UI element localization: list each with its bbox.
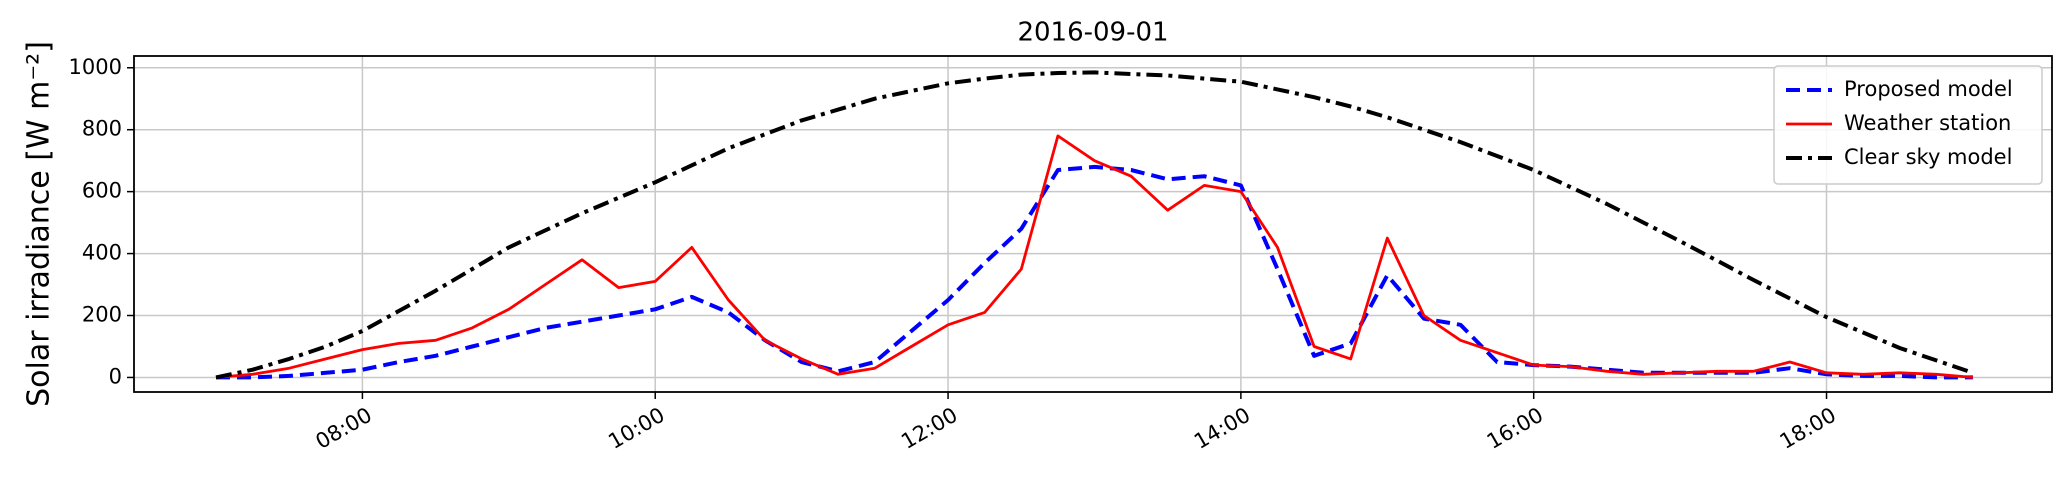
x-tick-label: 16:00 bbox=[1483, 403, 1547, 454]
legend-box bbox=[1773, 65, 2043, 185]
y-tick-label: 0 bbox=[109, 364, 122, 388]
series-line bbox=[216, 164, 1973, 380]
y-tick-label: 600 bbox=[82, 179, 122, 203]
y-tick-label: 400 bbox=[82, 241, 122, 265]
chart-title: 2016-09-01 bbox=[1017, 18, 1168, 48]
series-line bbox=[215, 70, 1974, 380]
x-tick-label: 08:00 bbox=[311, 403, 375, 454]
legend-label: Weather station bbox=[1844, 111, 2011, 135]
plot-frame bbox=[133, 55, 2053, 393]
legend-label: Proposed model bbox=[1844, 77, 2013, 101]
x-tick-label: 10:00 bbox=[604, 403, 668, 454]
y-axis-label: Solar irradiance [W m⁻²] bbox=[22, 41, 57, 407]
series-line bbox=[215, 134, 1974, 379]
legend: Proposed model Weather station Clear sky m… bbox=[1773, 65, 2043, 185]
x-tick-label: 12:00 bbox=[897, 403, 961, 454]
y-tick-label: 800 bbox=[82, 117, 122, 141]
y-tick-label: 1000 bbox=[69, 55, 122, 79]
x-tick-label: 14:00 bbox=[1190, 403, 1254, 454]
x-tick-label: 18:00 bbox=[1776, 403, 1840, 454]
legend-label: Clear sky model bbox=[1844, 145, 2012, 169]
y-tick-label: 200 bbox=[82, 303, 122, 327]
